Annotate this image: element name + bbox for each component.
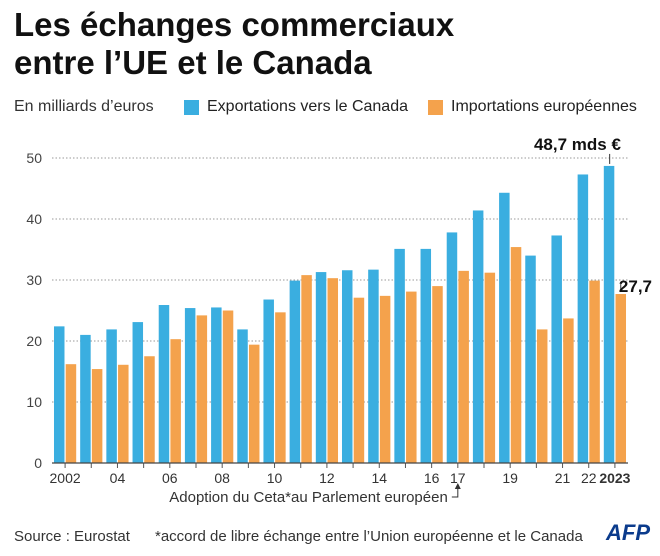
x-tick-label: 12: [319, 470, 335, 486]
y-tick-label: 10: [26, 394, 42, 410]
source-label: Source : Eurostat: [14, 528, 130, 545]
bar-imports: [353, 297, 365, 463]
legend-item-exports: Exportations vers le Canada: [184, 98, 408, 116]
x-tick-label: 2023: [599, 470, 630, 486]
x-tick-label: 19: [502, 470, 518, 486]
x-tick-label: 2002: [50, 470, 81, 486]
x-tick-label: 16: [424, 470, 440, 486]
bar-imports: [327, 278, 339, 463]
ceta-arrow-head: [454, 483, 461, 489]
annotation-imports-value: 27,7: [619, 277, 652, 296]
bar-imports: [589, 280, 600, 463]
afp-logo: AFP: [606, 520, 650, 545]
bar-exports: [394, 248, 405, 463]
bar-imports: [248, 344, 260, 463]
bar-exports: [577, 174, 589, 463]
y-tick-label: 0: [34, 455, 42, 471]
bar-exports: [525, 255, 536, 463]
x-tick-label: 22: [581, 470, 597, 486]
bar-exports: [106, 329, 117, 463]
x-tick-label: 17: [450, 470, 466, 486]
x-tick-label: 08: [214, 470, 230, 486]
y-tick-label: 50: [26, 150, 42, 166]
unit-label: En milliards d’euros: [14, 98, 154, 115]
bar-imports: [432, 286, 443, 463]
bar-imports: [536, 329, 548, 463]
x-tick-label: 06: [162, 470, 178, 486]
bar-exports: [472, 210, 484, 463]
bar-exports: [446, 232, 458, 463]
bar-exports: [80, 334, 91, 463]
bar-imports: [563, 318, 574, 463]
bar-imports: [118, 364, 129, 463]
y-tick-label: 40: [26, 211, 42, 227]
bar-exports: [603, 165, 615, 463]
bar-exports: [184, 308, 196, 463]
bar-exports: [132, 322, 144, 463]
bar-imports: [196, 315, 208, 463]
bar-exports: [158, 305, 170, 463]
bar-exports: [499, 192, 510, 463]
x-tick-label: 21: [555, 470, 571, 486]
bar-imports: [510, 247, 522, 463]
title-line-1: Les échanges commerciaux: [14, 6, 455, 43]
bar-exports: [289, 280, 301, 463]
legend-label-exports: Exportations vers le Canada: [207, 98, 408, 115]
y-tick-label: 20: [26, 333, 42, 349]
bar-imports: [301, 275, 312, 463]
ceta-annotation: Adoption du Ceta*au Parlement européen: [169, 489, 448, 506]
annotation-exports-value: 48,7 mds €: [534, 135, 621, 154]
footnote: *accord de libre échange entre l’Union e…: [155, 528, 583, 545]
legend-swatch-exports: [184, 99, 199, 115]
bar-exports: [368, 269, 379, 463]
x-tick-label: 04: [110, 470, 126, 486]
bar-imports: [91, 369, 103, 463]
y-tick-label: 30: [26, 272, 42, 288]
bar-exports: [315, 272, 327, 463]
x-tick-label: 14: [371, 470, 387, 486]
bar-exports: [263, 299, 274, 463]
bar-exports: [237, 329, 248, 463]
bar-exports: [551, 235, 562, 463]
bar-exports: [53, 326, 65, 463]
title-line-2: entre l’UE et le Canada: [14, 44, 372, 81]
legend-swatch-imports: [428, 99, 443, 115]
bar-exports: [341, 270, 353, 463]
x-tick-label: 10: [267, 470, 283, 486]
bar-imports: [484, 272, 496, 463]
bar-imports: [170, 339, 181, 463]
bar-exports: [211, 307, 222, 463]
bar-imports: [458, 270, 469, 463]
bar-imports: [406, 291, 417, 463]
ceta-arrow-line: [451, 487, 459, 498]
bar-exports: [420, 248, 432, 463]
bar-imports: [379, 295, 391, 463]
bar-imports: [65, 364, 77, 463]
bar-imports: [222, 310, 234, 463]
bar-imports: [615, 294, 627, 463]
bar-imports: [275, 312, 286, 463]
bar-imports: [144, 356, 155, 463]
legend-item-imports: Importations européennes: [428, 98, 637, 116]
legend-label-imports: Importations européennes: [451, 98, 637, 115]
chart-title: Les échanges commerciaux entre l’UE et l…: [14, 6, 574, 82]
